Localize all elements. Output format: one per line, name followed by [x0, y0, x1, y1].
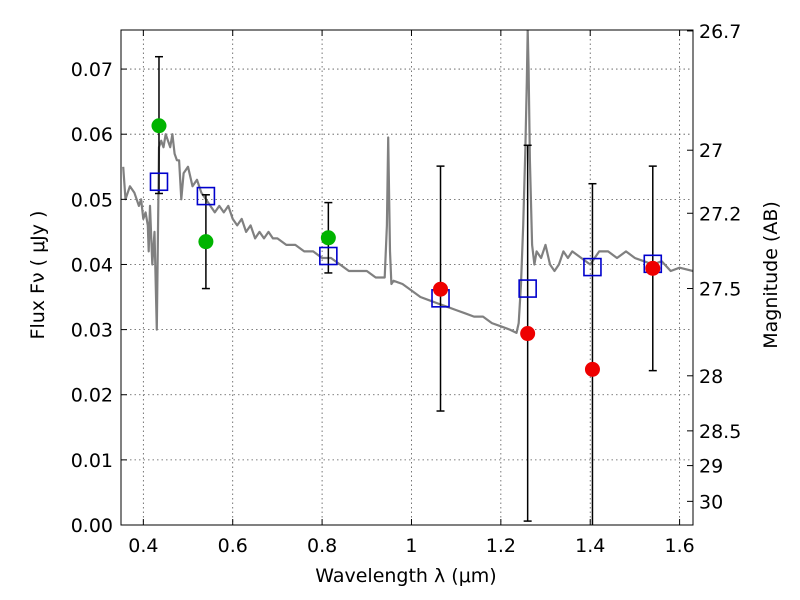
y-tick-label: 0.05	[71, 189, 113, 211]
observed-flux-point-green	[151, 118, 167, 134]
observed-flux-point-green	[198, 234, 214, 250]
right-tick-label: 27	[699, 140, 723, 162]
observed-flux-point-red	[520, 326, 536, 342]
right-tick-label: 27.5	[699, 279, 741, 301]
model-flux-square	[196, 186, 216, 206]
x-tick-label: 0.4	[128, 535, 158, 557]
right-tick-label: 30	[699, 491, 723, 513]
model-spectrum-layer	[122, 30, 693, 334]
right-tick-label: 28	[699, 366, 723, 388]
y-tick-label: 0.07	[71, 59, 113, 81]
y-axis-title: Flux Fν ( μJy )	[27, 211, 49, 340]
model-flux-square	[518, 279, 537, 298]
y-tick-label: 0.01	[71, 450, 113, 472]
plot-frame	[120, 29, 694, 526]
error-bars-layer	[154, 55, 657, 525]
right-tick-label: 29	[699, 456, 723, 478]
x-tick-label: 1.4	[575, 535, 605, 557]
y-tick-label: 0.06	[71, 124, 113, 146]
x-tick-label: 1.6	[664, 535, 694, 557]
y-tick-label: 0.02	[71, 385, 113, 407]
observed-flux-point-red	[645, 260, 661, 276]
x-tick-label: 1	[405, 535, 417, 557]
right-tick-label: 26.7	[699, 21, 741, 43]
y-tick-label: 0.04	[71, 254, 113, 276]
markers-layer	[149, 118, 663, 377]
model-flux-square	[319, 246, 338, 266]
model-flux-square	[583, 257, 602, 277]
right-axis-title: Magnitude (AB)	[760, 201, 782, 349]
model-spectrum-line	[122, 30, 693, 334]
y-tick-label: 0.00	[71, 515, 113, 537]
x-tick-label: 1.2	[486, 535, 516, 557]
grid-lines	[121, 30, 693, 526]
model-flux-square	[149, 172, 169, 192]
observed-flux-point-red	[584, 361, 600, 377]
observed-flux-point-green	[320, 230, 336, 246]
right-tick-label: 27.2	[699, 203, 741, 225]
y-tick-label: 0.03	[71, 320, 113, 342]
x-tick-label: 0.8	[307, 535, 337, 557]
x-tick-label: 0.6	[218, 535, 248, 557]
ticks-layer: 0.4 0.6 0.8 1 1.2 1.4 1.6 0.00 0.01 0.02 0.03 0.04 0…	[71, 21, 742, 557]
x-axis-title: Wavelength λ (μm)	[315, 565, 496, 587]
right-tick-label: 28.5	[699, 421, 741, 443]
observed-flux-point-red	[433, 281, 449, 297]
